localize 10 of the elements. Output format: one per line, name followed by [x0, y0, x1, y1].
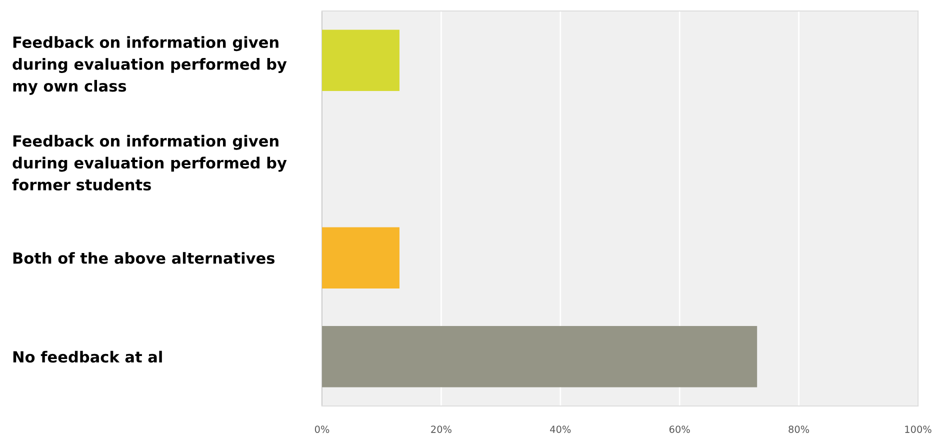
x-tick-label: 80%: [788, 426, 810, 433]
y-tick-label: No feedback at al: [13, 350, 162, 363]
x-tick-label: 40%: [550, 426, 571, 433]
x-tick-label: 60%: [669, 426, 690, 433]
y-tick-label: Both of the above alternatives: [13, 252, 275, 264]
y-tick-label: Feedback on information given during evaluation performed by former students: [12, 134, 287, 190]
x-tick-label: 20%: [431, 426, 452, 433]
y-tick-label: Feedback on information given during evaluation performed by my own class: [12, 36, 287, 95]
x-tick-label: 100%: [905, 426, 932, 433]
x-tick-label: 0%: [314, 426, 330, 433]
